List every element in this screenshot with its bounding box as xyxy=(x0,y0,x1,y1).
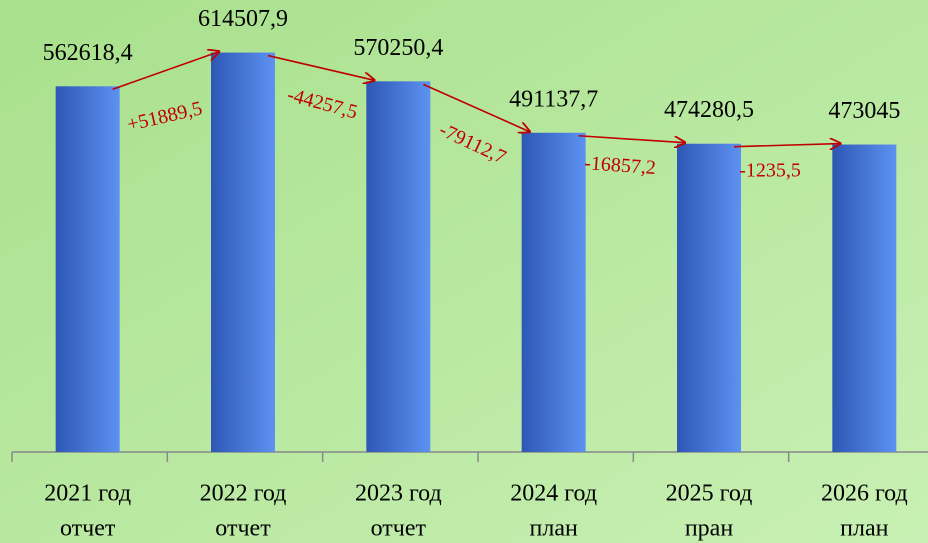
x-tick-label: 2025 год xyxy=(666,481,753,507)
x-tick-label: отчет xyxy=(60,516,116,542)
x-tick-label: 2022 год xyxy=(200,481,287,507)
value-label: 473045 xyxy=(828,98,900,124)
value-label: 614507,9 xyxy=(198,6,288,32)
x-tick-label: пран xyxy=(685,516,733,542)
change-label: -16857,2 xyxy=(584,152,657,179)
value-label: 562618,4 xyxy=(43,40,133,66)
change-arrow xyxy=(578,134,685,143)
x-tick-label: 2026 год xyxy=(821,481,908,507)
value-label: 491137,7 xyxy=(509,86,598,112)
change-arrow xyxy=(112,52,219,91)
x-tick-label: 2024 год xyxy=(510,481,597,507)
x-tick-label: 2023 год xyxy=(355,481,442,507)
bar xyxy=(366,81,431,452)
change-label: -1235,5 xyxy=(739,160,801,182)
x-tick-label: отчет xyxy=(215,516,271,542)
bar xyxy=(55,86,120,453)
x-tick-label: 2021 год xyxy=(44,481,131,507)
bar xyxy=(521,132,586,452)
bar xyxy=(677,143,741,452)
change-arrow xyxy=(267,54,374,81)
x-tick-label: отчет xyxy=(371,516,427,542)
bar xyxy=(832,144,897,452)
x-tick-label: план xyxy=(530,516,578,542)
x-tick-label: план xyxy=(840,516,888,542)
change-arrow xyxy=(733,144,840,147)
change-arrow xyxy=(423,83,529,131)
value-label: 570250,4 xyxy=(353,35,443,61)
bar xyxy=(211,52,275,453)
value-label: 474280,5 xyxy=(664,97,754,123)
